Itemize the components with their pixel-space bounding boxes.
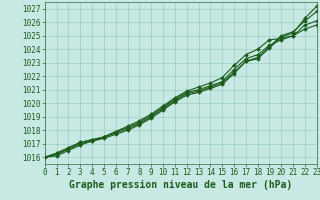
X-axis label: Graphe pression niveau de la mer (hPa): Graphe pression niveau de la mer (hPa) — [69, 180, 292, 190]
